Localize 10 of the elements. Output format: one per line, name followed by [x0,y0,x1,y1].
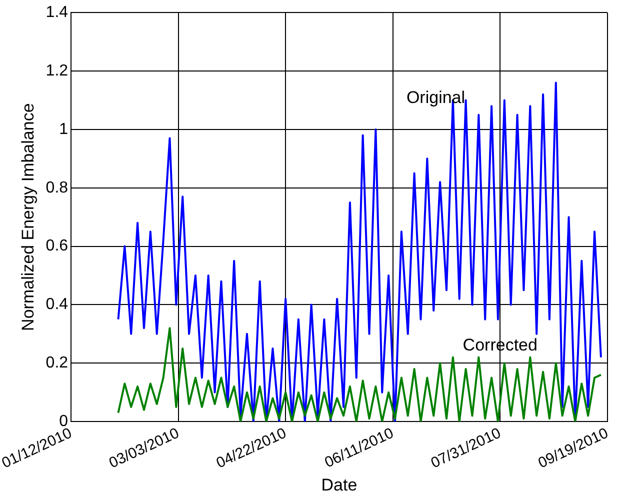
y-tick-label: 1.4 [46,4,68,22]
y-tick-label: 0.6 [46,238,68,255]
y-tick-label: 0.4 [46,296,68,314]
x-axis-title: Date [321,475,358,494]
y-tick-label: 0.2 [46,354,68,372]
y-tick-label: 1 [59,120,68,138]
y-tick-label: 1.2 [46,62,68,80]
annotation: Original [406,88,466,108]
y-axis-title: Normalized Energy Imbalance [18,103,38,331]
y-tick-label: 0.8 [46,179,68,196]
